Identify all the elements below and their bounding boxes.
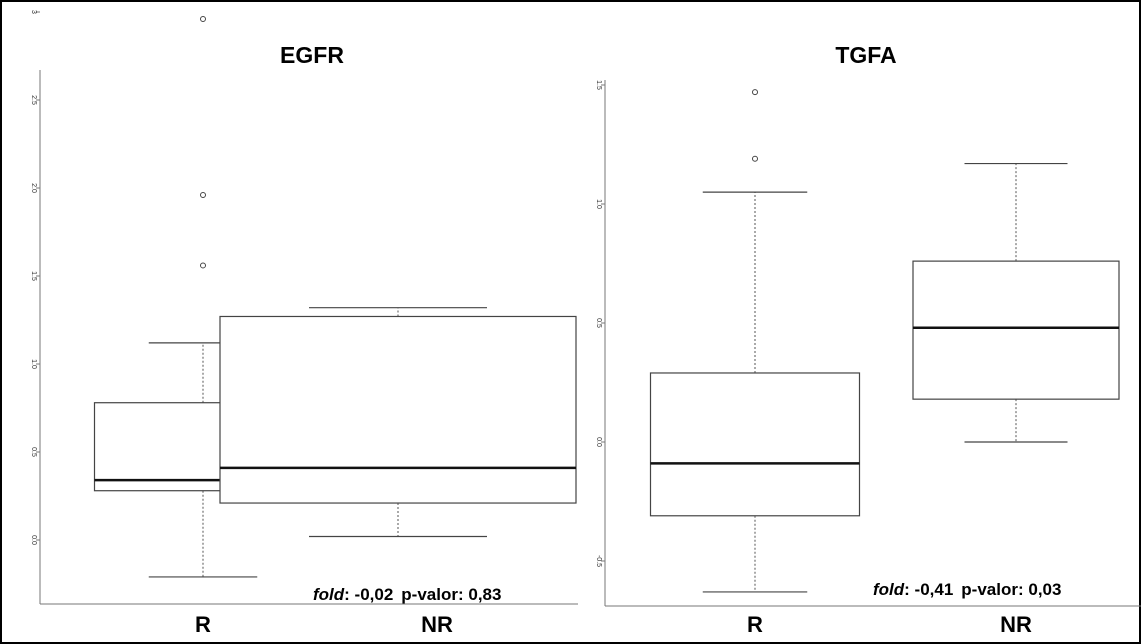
egfr-fold-label: fold xyxy=(313,585,345,604)
egfr-nr-box xyxy=(219,315,577,504)
tgfa-fold-value: : -0,41 xyxy=(904,580,953,599)
tgfa-x-label-r: R xyxy=(747,612,763,637)
tgfa-y-tick-label: -0.5 xyxy=(595,555,602,567)
egfr-y-tick-label: 1.0 xyxy=(30,359,37,369)
egfr-r-outlier xyxy=(200,262,206,269)
tgfa-y-tick-label: 0.5 xyxy=(595,318,602,328)
egfr-x-label-nr: NR xyxy=(421,612,453,637)
egfr-y-tick-label: 0.0 xyxy=(30,535,37,545)
tgfa-r-outlier xyxy=(752,155,758,162)
egfr-panel: EGFR 0.0 0.5 1.0 1.5 2.0 2.5 3 R NR fold: -0,0… xyxy=(30,10,578,637)
tgfa-nr-box xyxy=(912,260,1120,400)
tgfa-y-tick-label: 1.0 xyxy=(595,199,602,209)
tgfa-p-value: p-valor: 0,03 xyxy=(961,580,1061,599)
tgfa-y-tick-label: 1.5 xyxy=(595,80,602,90)
egfr-stat-annotation: fold: -0,02 p-valor: 0,83 xyxy=(313,585,501,604)
tgfa-panel: TGFA -0.5 0.0 0.5 1.0 1.5 R NR fold: -0,41 p-… xyxy=(595,42,1141,637)
egfr-y-tick-label: 0.5 xyxy=(30,447,37,457)
egfr-p-value: p-valor: 0,83 xyxy=(401,585,501,604)
tgfa-stat-annotation: fold: -0,41 p-valor: 0,03 xyxy=(873,580,1061,599)
egfr-title: EGFR xyxy=(280,42,344,68)
egfr-y-tick-label: 3 xyxy=(30,10,37,14)
egfr-y-tick-label: 1.5 xyxy=(30,271,37,281)
tgfa-title: TGFA xyxy=(835,42,896,68)
tgfa-r-box xyxy=(649,372,861,517)
egfr-x-label-r: R xyxy=(195,612,211,637)
egfr-fold-value: : -0,02 xyxy=(344,585,393,604)
tgfa-fold-label: fold xyxy=(873,580,905,599)
tgfa-x-label-nr: NR xyxy=(1000,612,1032,637)
egfr-y-tick-label: 2.0 xyxy=(30,183,37,193)
egfr-y-tick-label: 2.5 xyxy=(30,95,37,105)
tgfa-y-tick-label: 0.0 xyxy=(595,437,602,447)
tgfa-r-outlier xyxy=(752,89,758,96)
egfr-r-outlier xyxy=(200,16,206,23)
egfr-r-outlier xyxy=(200,192,206,199)
